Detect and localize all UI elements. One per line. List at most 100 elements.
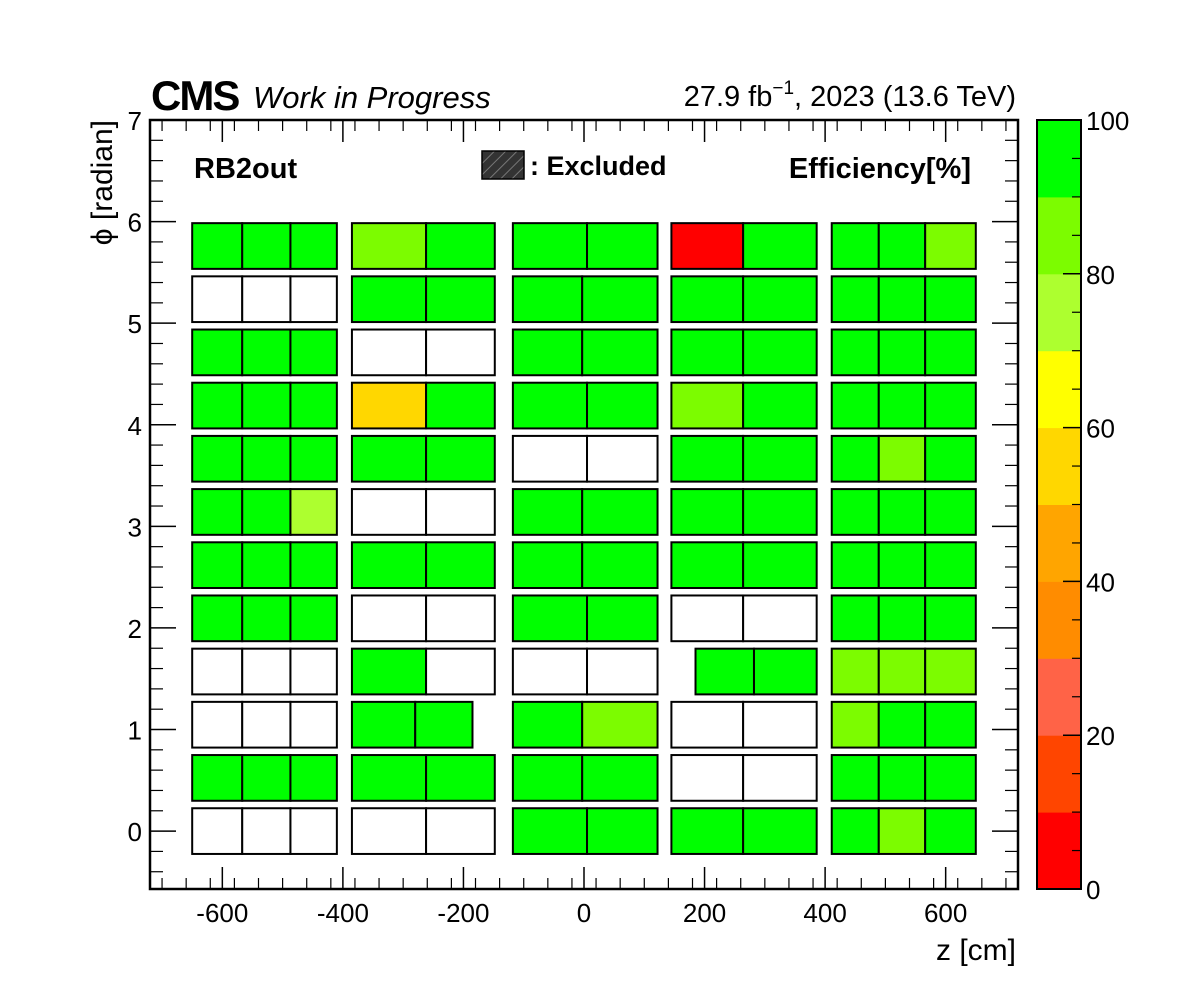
- chamber-cell: [511, 647, 589, 696]
- chamber-cell: [924, 807, 977, 855]
- chamber-cell: [581, 275, 659, 324]
- chamber-cell: [830, 488, 880, 536]
- chamber-cell: [241, 434, 292, 483]
- chamber-cell: [877, 594, 927, 643]
- chamber-cell: [191, 328, 244, 377]
- chamber-cell: [830, 754, 880, 802]
- chamber-cell: [742, 488, 818, 536]
- color-bar-tick-label: 0: [1086, 875, 1100, 905]
- chamber-cell: [830, 222, 880, 270]
- chamber-cell: [511, 754, 584, 802]
- chamber-cell: [742, 754, 818, 802]
- chamber-cell: [425, 754, 496, 802]
- chamber-cell: [289, 594, 338, 643]
- y-tick-label: 4: [128, 411, 142, 441]
- chamber-cell: [350, 222, 428, 270]
- chamber-cell: [241, 754, 292, 802]
- chamber-cell: [511, 434, 589, 483]
- chamber-cell: [289, 434, 338, 483]
- chamber-cell: [742, 275, 818, 324]
- x-tick-label: -200: [437, 898, 489, 928]
- chamber-cell: [511, 222, 589, 270]
- chamber-cell: [350, 647, 428, 696]
- chamber-cell: [877, 488, 927, 536]
- y-tick-label: 6: [128, 208, 142, 238]
- chamber-cell: [289, 381, 338, 430]
- chamber-cell: [191, 488, 244, 536]
- y-tick-label: 3: [128, 512, 142, 542]
- excluded-legend-swatch: [481, 150, 525, 180]
- chamber-cell: [924, 328, 977, 377]
- chamber-cell: [924, 488, 977, 536]
- chamber-cell: [670, 700, 745, 749]
- chamber-cell: [350, 594, 428, 643]
- chamber-cell: [511, 381, 589, 430]
- chamber-cell: [241, 594, 292, 643]
- chamber-cell: [581, 700, 659, 749]
- chamber-cell: [289, 488, 338, 536]
- chamber-cell: [742, 700, 818, 749]
- chamber-cell: [670, 488, 745, 536]
- chamber-cell: [924, 381, 977, 430]
- chamber-cell: [924, 222, 977, 270]
- chamber-cell: [511, 275, 584, 324]
- chamber-cell: [289, 541, 338, 590]
- axes: -600 -400 -200 0 200 400 600 0 1 2 3 4 5 6 7: [128, 106, 1018, 928]
- chamber-cell: [511, 807, 589, 855]
- color-bar-tick-label: 80: [1086, 260, 1115, 290]
- color-bar: 0 20 40 60 80 100: [1036, 106, 1129, 905]
- color-bar-tick-label: 20: [1086, 721, 1115, 751]
- y-tick-label: 5: [128, 309, 142, 339]
- chamber-cell: [877, 275, 927, 324]
- y-tick-label: 7: [128, 106, 142, 136]
- chamber-cell: [350, 541, 428, 590]
- chamber-cell: [670, 807, 745, 855]
- chamber-cell: [191, 807, 244, 855]
- chamber-cell: [830, 541, 880, 590]
- chamber-cell: [350, 381, 428, 430]
- chamber-cell: [670, 541, 745, 590]
- y-tick-label: 2: [128, 614, 142, 644]
- chamber-cell: [191, 222, 244, 270]
- chamber-cell: [289, 807, 338, 855]
- chamber-cell: [289, 700, 338, 749]
- chamber-cell: [511, 594, 589, 643]
- chamber-cell: [581, 328, 659, 377]
- chamber-cell: [670, 594, 745, 643]
- chamber-cell: [670, 434, 745, 483]
- chamber-cell: [581, 754, 659, 802]
- chamber-cell: [877, 807, 927, 855]
- chamber-cell: [742, 594, 818, 643]
- chamber-cell: [191, 275, 244, 324]
- chamber-cell: [191, 594, 244, 643]
- chamber-cell: [830, 594, 880, 643]
- chamber-cell: [241, 328, 292, 377]
- chamber-cell: [581, 541, 659, 590]
- color-bar-tick-label: 40: [1086, 567, 1115, 597]
- chamber-cell: [511, 488, 584, 536]
- x-tick-label: 400: [803, 898, 846, 928]
- chamber-cell: [877, 754, 927, 802]
- chamber-cell: [425, 488, 496, 536]
- chamber-cell: [425, 275, 496, 324]
- chamber-cell: [830, 434, 880, 483]
- chamber-cell: [350, 754, 428, 802]
- chamber-cell: [924, 434, 977, 483]
- x-tick-label: -600: [196, 898, 248, 928]
- excluded-legend-label: : Excluded: [530, 151, 667, 181]
- x-tick-label: -400: [317, 898, 369, 928]
- chamber-cell: [414, 700, 474, 749]
- x-axis-title: z [cm]: [936, 934, 1016, 967]
- lumi-label: 27.9 fb−1, 2023 (13.6 TeV): [684, 78, 1016, 113]
- chamber-cell: [877, 434, 927, 483]
- chamber-cell: [670, 328, 745, 377]
- chamber-cell: [191, 700, 244, 749]
- chamber-cell: [425, 434, 496, 483]
- chamber-cell: [350, 488, 428, 536]
- chamber-cell: [877, 700, 927, 749]
- chamber-cell: [241, 700, 292, 749]
- chamber-cell: [742, 222, 818, 270]
- chamber-cell: [877, 647, 927, 696]
- chamber-cell: [425, 647, 496, 696]
